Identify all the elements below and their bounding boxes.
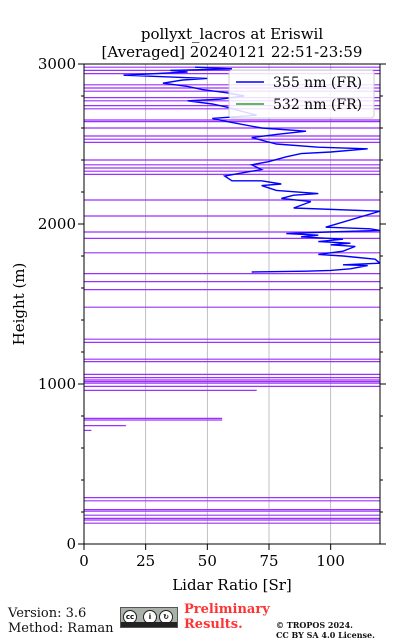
y-tick-label: 2000 bbox=[38, 215, 76, 233]
version-text: Version: 3.6 bbox=[8, 606, 87, 621]
axes-frame bbox=[83, 63, 381, 545]
y-tick-label: 1000 bbox=[38, 375, 76, 393]
x-tick-label: 100 bbox=[316, 552, 345, 570]
y-tick-label: 3000 bbox=[38, 55, 76, 73]
method-text: Method: Raman bbox=[8, 621, 114, 636]
x-tick-label: 25 bbox=[136, 552, 155, 570]
x-tick-label: 50 bbox=[198, 552, 217, 570]
cc-label-bar bbox=[121, 622, 177, 627]
preliminary-notice: Preliminary Results. bbox=[184, 602, 270, 632]
x-tick-label: 0 bbox=[79, 552, 89, 570]
copyright-line1: © TROPOS 2024. bbox=[276, 620, 353, 630]
cc-logo-icon: cc bbox=[123, 610, 137, 624]
chart-title-line2: [Averaged] 20240121 22:51-23:59 bbox=[102, 43, 363, 61]
x-axis-label: Lidar Ratio [Sr] bbox=[172, 576, 292, 594]
preliminary-line1: Preliminary bbox=[184, 602, 270, 617]
cc-license-icon: cc i ↻ bbox=[120, 607, 178, 628]
preliminary-line2: Results. bbox=[184, 617, 243, 632]
legend-label-532: 532 nm (FR) bbox=[273, 97, 362, 113]
y-axis-label: Height (m) bbox=[10, 263, 28, 346]
grid bbox=[145, 64, 332, 544]
copyright-notice: © TROPOS 2024. CC BY SA 4.0 License. bbox=[276, 620, 375, 640]
x-tick-label: 75 bbox=[259, 552, 278, 570]
legend-label-355: 355 nm (FR) bbox=[273, 75, 362, 91]
copyright-line2: CC BY SA 4.0 License. bbox=[276, 630, 375, 640]
chart-title-line1: pollyxt_lacros at Eriswil bbox=[141, 25, 323, 43]
legend-box bbox=[228, 69, 375, 119]
y-tick-label: 0 bbox=[66, 535, 76, 553]
legend: 355 nm (FR) 532 nm (FR) bbox=[228, 69, 375, 119]
plot-area bbox=[84, 66, 380, 524]
